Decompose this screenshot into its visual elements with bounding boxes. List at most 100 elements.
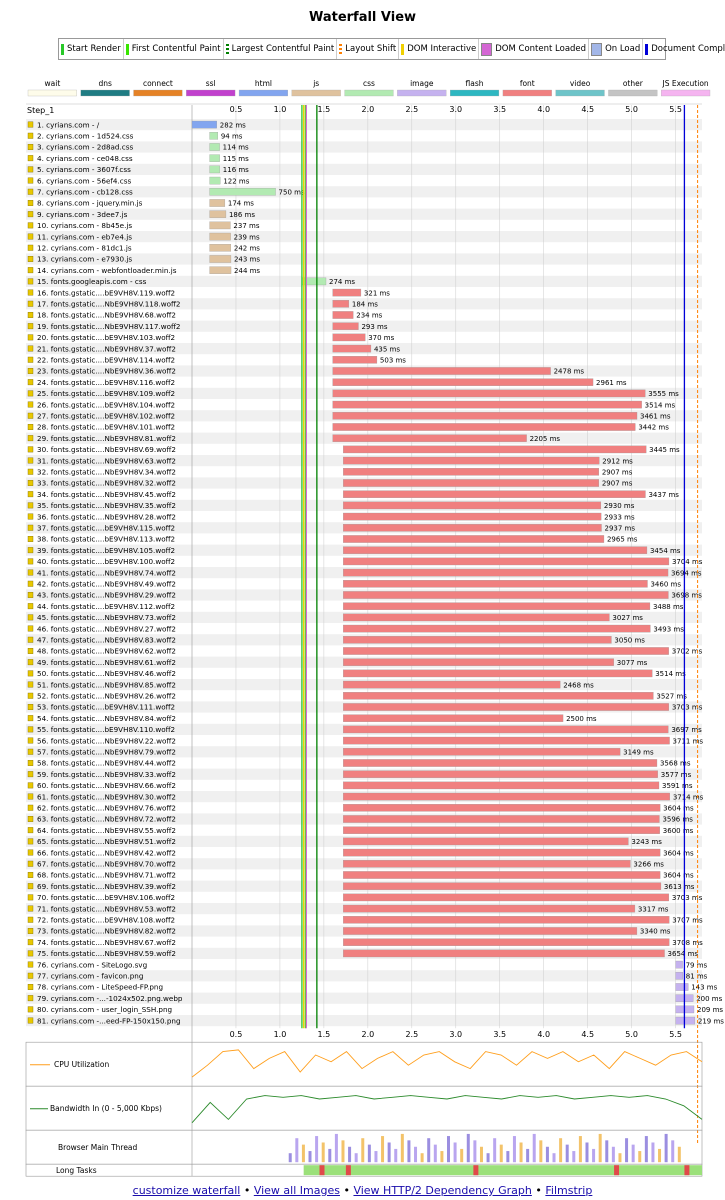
- main-thread-bar: [479, 1146, 483, 1163]
- request-duration: 3577 ms: [661, 771, 692, 779]
- request-label: 44. fonts.gstatic....bE9VH8V.112.woff2: [37, 602, 175, 611]
- legend-label: Largest Contentful Paint: [231, 44, 335, 54]
- request-bar: [343, 669, 653, 678]
- lock-icon: [27, 659, 34, 666]
- request-bar: [209, 210, 227, 218]
- request-duration: 174 ms: [228, 200, 254, 208]
- long-tasks-bar: [303, 1165, 702, 1176]
- request-label: 11. cyrians.com - eb7e4.js: [37, 232, 132, 241]
- request-label: 72. fonts.gstatic....bE9VH8V.108.woff2: [37, 916, 175, 925]
- request-bar: [343, 826, 660, 834]
- main-thread-bar: [519, 1142, 523, 1163]
- main-thread-bar: [361, 1138, 365, 1163]
- request-duration: 184 ms: [352, 301, 378, 309]
- legend-item: Largest Contentful Paint: [224, 39, 338, 59]
- lock-icon: [27, 536, 34, 542]
- panel-label: CPU Utilization: [54, 1060, 109, 1069]
- request-bar: [209, 176, 221, 185]
- request-label: 23. fonts.gstatic....NbE9VH8V.36.woff2: [37, 367, 176, 376]
- lock-icon: [27, 748, 34, 755]
- x-tick-label: 2.0: [361, 105, 374, 114]
- row-stripe: [26, 320, 702, 332]
- request-label: 17. fonts.gstatic....NbE9VH8V.118.woff2: [37, 300, 181, 309]
- lock-icon: [27, 715, 34, 722]
- request-duration: 293 ms: [361, 323, 387, 331]
- type-legend-label: flash: [466, 79, 484, 88]
- request-label: 60. fonts.gstatic....NbE9VH8V.66.woff2: [37, 781, 176, 790]
- type-legend-label: html: [255, 79, 272, 88]
- marker-legend: Start Render First Contentful Paint Larges…: [58, 38, 725, 60]
- request-duration: 274 ms: [329, 278, 355, 286]
- request-duration: 3703 ms: [672, 894, 703, 902]
- request-duration: 3050 ms: [614, 637, 645, 645]
- request-duration: 3243 ms: [631, 838, 662, 846]
- main-thread-bar: [493, 1138, 497, 1163]
- lock-icon: [27, 524, 34, 531]
- request-duration: 3654 ms: [668, 950, 699, 958]
- x-tick-label: 2.5: [405, 1030, 418, 1039]
- request-label: 63. fonts.gstatic....NbE9VH8V.72.woff2: [37, 815, 176, 824]
- customize-waterfall-link[interactable]: customize waterfall: [132, 1184, 241, 1197]
- request-bar: [209, 165, 220, 174]
- request-duration: 3454 ms: [650, 547, 681, 555]
- request-bar: [343, 535, 605, 543]
- legend-swatch: [591, 42, 603, 56]
- lock-icon: [27, 816, 34, 822]
- request-bar: [343, 759, 658, 767]
- lock-icon: [27, 222, 34, 229]
- request-duration: 503 ms: [380, 357, 406, 365]
- request-duration: 3493 ms: [653, 625, 684, 633]
- lock-icon: [27, 603, 34, 610]
- lock-icon: [27, 692, 34, 699]
- type-legend-label: other: [623, 79, 644, 88]
- lock-icon: [27, 513, 34, 520]
- request-label: 26. fonts.gstatic....bE9VH8V.104.woff2: [37, 400, 175, 409]
- request-bar: [332, 423, 636, 431]
- long-task-mark: [614, 1165, 620, 1176]
- request-bar: [343, 591, 669, 599]
- main-thread-bar: [671, 1140, 675, 1163]
- main-thread-bar: [605, 1140, 609, 1163]
- lock-icon: [27, 793, 34, 800]
- view-all-images-link[interactable]: View all Images: [253, 1184, 340, 1197]
- request-bar: [343, 568, 669, 577]
- main-thread-bar: [664, 1133, 668, 1163]
- request-bar: [209, 143, 220, 151]
- request-duration: 122 ms: [223, 177, 249, 185]
- lock-icon: [27, 435, 34, 442]
- lock-icon: [27, 939, 34, 946]
- lock-icon: [27, 782, 34, 789]
- request-duration: 435 ms: [374, 345, 400, 353]
- x-tick-label: 4.0: [537, 1030, 550, 1039]
- lock-icon: [27, 143, 34, 150]
- footer-separator: •: [343, 1184, 350, 1197]
- dependency-graph-link[interactable]: View HTTP/2 Dependency Graph: [353, 1184, 532, 1197]
- request-duration: 234 ms: [356, 312, 382, 320]
- type-legend-swatch: [397, 89, 447, 97]
- filmstrip-link[interactable]: Filmstrip: [545, 1184, 593, 1197]
- request-duration: 3697 ms: [671, 726, 702, 734]
- main-thread-bar: [374, 1151, 378, 1163]
- request-bar: [332, 333, 366, 342]
- request-duration: 114 ms: [223, 144, 249, 152]
- request-label: 22. fonts.gstatic....bE9VH8V.114.woff2: [37, 356, 175, 365]
- lock-icon: [27, 1017, 34, 1024]
- request-duration: 370 ms: [368, 334, 394, 342]
- lock-icon: [27, 883, 34, 890]
- request-bar: [332, 300, 350, 308]
- request-label: 39. fonts.gstatic....bE9VH8V.105.woff2: [37, 546, 175, 555]
- request-label: 57. fonts.gstatic....NbE9VH8V.79.woff2: [37, 748, 176, 757]
- main-thread-bar: [611, 1146, 615, 1163]
- main-thread-bar: [539, 1140, 543, 1163]
- lock-icon: [27, 592, 34, 598]
- main-thread-bar: [288, 1153, 292, 1163]
- x-tick-label: 1.5: [318, 105, 331, 114]
- request-bar: [675, 960, 683, 969]
- x-tick-label: 1.5: [318, 1030, 331, 1039]
- legend-item: DOM Content Loaded: [479, 39, 590, 59]
- type-legend-swatch: [450, 89, 500, 97]
- legend-label: DOM Interactive: [407, 44, 477, 54]
- request-bar: [209, 255, 232, 263]
- request-bar: [675, 983, 689, 991]
- request-label: 61. fonts.gstatic....NbE9VH8V.30.woff2: [37, 792, 176, 801]
